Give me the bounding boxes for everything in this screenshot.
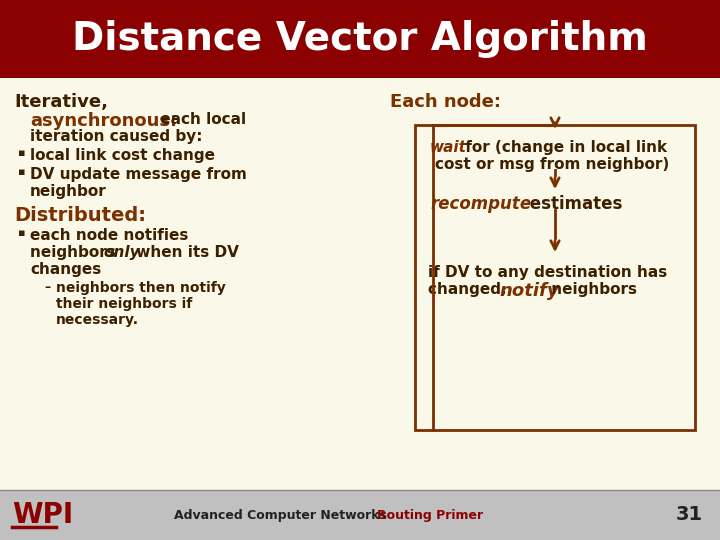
Text: Distributed:: Distributed: [14, 206, 146, 225]
Text: Routing Primer: Routing Primer [377, 509, 483, 522]
Bar [0, 490, 720, 540]
Text: –: – [44, 281, 50, 294]
Text: ▪: ▪ [18, 228, 25, 238]
Text: wait: wait [430, 140, 467, 155]
Text: for (change in local link: for (change in local link [460, 140, 667, 155]
Text: neighbor: neighbor [30, 184, 107, 199]
Text: local link cost change: local link cost change [30, 148, 215, 163]
Text: Advanced Computer Networks: Advanced Computer Networks [174, 509, 387, 522]
Text: ▪: ▪ [18, 167, 25, 177]
Text: DV update message from: DV update message from [30, 167, 247, 182]
Text: their neighbors if: their neighbors if [56, 297, 192, 311]
Text: changed,: changed, [428, 282, 512, 297]
Text: neighbors then notify: neighbors then notify [56, 281, 226, 295]
Text: only: only [103, 245, 140, 260]
Text: 31: 31 [676, 505, 703, 524]
Text: notify: notify [499, 282, 559, 300]
Text: changes: changes [30, 262, 102, 277]
Text: Distance Vector Algorithm: Distance Vector Algorithm [72, 20, 648, 58]
Text: each local: each local [155, 112, 246, 127]
Text: estimates: estimates [524, 195, 622, 213]
Text: Each node:: Each node: [390, 93, 501, 111]
Text: ▪: ▪ [18, 148, 25, 158]
Text: each node notifies: each node notifies [30, 228, 189, 243]
Text: cost or msg from neighbor): cost or msg from neighbor) [435, 157, 670, 172]
Text: Iterative,: Iterative, [14, 93, 108, 111]
Text: when its DV: when its DV [131, 245, 239, 260]
Text: WPI: WPI [12, 501, 73, 529]
Text: neighbors: neighbors [546, 282, 637, 297]
Bar [415, 125, 695, 430]
Text: neighbors: neighbors [30, 245, 121, 260]
Text: asynchronous:: asynchronous: [30, 112, 177, 130]
Text: iteration caused by:: iteration caused by: [30, 129, 202, 144]
Text: recompute: recompute [430, 195, 531, 213]
Text: necessary.: necessary. [56, 313, 139, 327]
Text: if DV to any destination has: if DV to any destination has [428, 265, 667, 280]
Bar [0, 0, 720, 78]
